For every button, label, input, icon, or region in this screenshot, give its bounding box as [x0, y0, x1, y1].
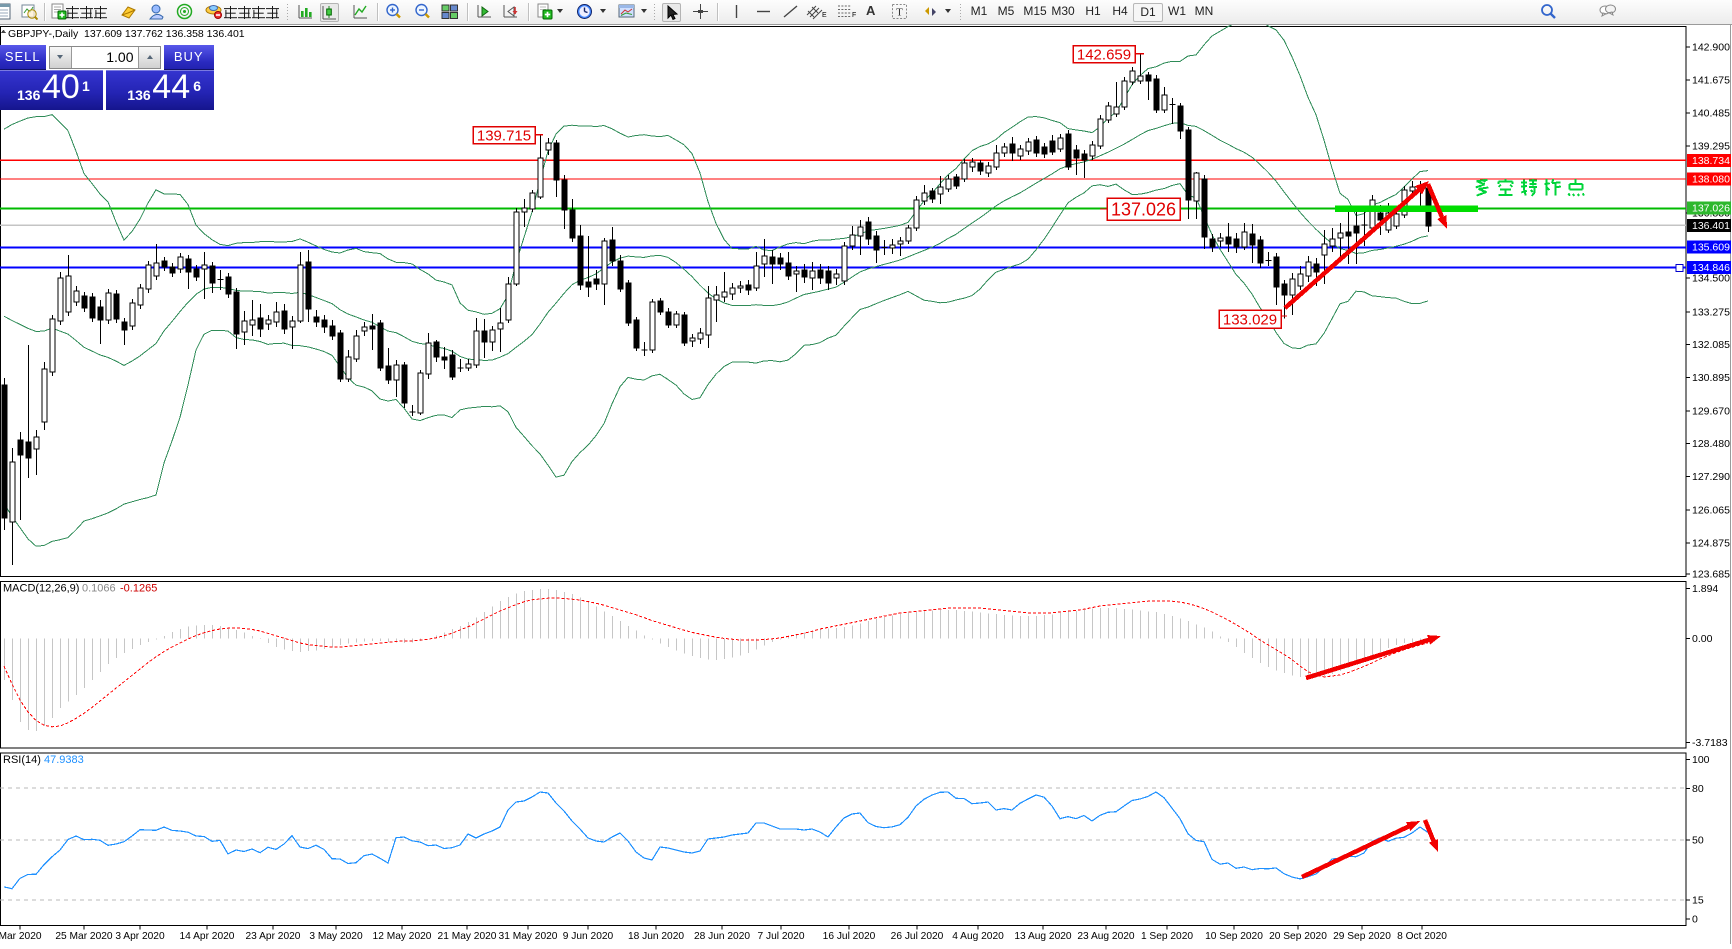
- svg-text:139.295: 139.295: [1692, 141, 1730, 153]
- svg-text:4 Aug 2020: 4 Aug 2020: [952, 931, 1004, 942]
- svg-text:7 Jul 2020: 7 Jul 2020: [757, 931, 804, 942]
- svg-text:133.275: 133.275: [1692, 306, 1730, 318]
- svg-text:16 Jul 2020: 16 Jul 2020: [823, 931, 876, 942]
- svg-text:1.894: 1.894: [1692, 583, 1718, 595]
- svg-text:136.401: 136.401: [1692, 220, 1730, 232]
- svg-text:135.609: 135.609: [1692, 241, 1730, 253]
- svg-text:138.734: 138.734: [1692, 155, 1730, 167]
- svg-text:127.290: 127.290: [1692, 471, 1730, 483]
- svg-text:142.659: 142.659: [1077, 46, 1131, 63]
- svg-text:3 Apr 2020: 3 Apr 2020: [115, 931, 165, 942]
- svg-text:126.065: 126.065: [1692, 505, 1730, 517]
- svg-text:139.715: 139.715: [477, 127, 531, 144]
- svg-text:133.029: 133.029: [1223, 311, 1277, 328]
- svg-text:0.1066: 0.1066: [82, 583, 116, 595]
- svg-text:137.026: 137.026: [1111, 200, 1176, 220]
- svg-text:21 May 2020: 21 May 2020: [438, 931, 497, 942]
- svg-text:MACD(12,26,9): MACD(12,26,9): [3, 583, 79, 595]
- svg-text:31 May 2020: 31 May 2020: [499, 931, 558, 942]
- svg-text:123.685: 123.685: [1692, 569, 1730, 581]
- svg-text:T: T: [896, 7, 903, 19]
- svg-text:132.085: 132.085: [1692, 339, 1730, 351]
- svg-text:25 Mar 2020: 25 Mar 2020: [55, 931, 113, 942]
- svg-text:28 Jun 2020: 28 Jun 2020: [694, 931, 750, 942]
- svg-text:Mar 2020: Mar 2020: [0, 931, 42, 942]
- svg-text:128.480: 128.480: [1692, 438, 1730, 450]
- svg-text:12 May 2020: 12 May 2020: [373, 931, 432, 942]
- svg-text:129.670: 129.670: [1692, 406, 1730, 418]
- svg-text:GBPJPY-,Daily 137.609 137.762: GBPJPY-,Daily 137.609 137.762 136.358 13…: [8, 28, 245, 40]
- svg-text:18 Jun 2020: 18 Jun 2020: [628, 931, 684, 942]
- svg-text:10 Sep 2020: 10 Sep 2020: [1205, 931, 1263, 942]
- svg-text:137.026: 137.026: [1692, 203, 1730, 215]
- svg-text:29 Sep 2020: 29 Sep 2020: [1333, 931, 1391, 942]
- svg-text:20 Sep 2020: 20 Sep 2020: [1269, 931, 1327, 942]
- svg-text:134.846: 134.846: [1692, 262, 1730, 274]
- svg-text:0: 0: [1692, 914, 1698, 926]
- svg-text:-3.7183: -3.7183: [1692, 737, 1728, 749]
- svg-text:23 Apr 2020: 23 Apr 2020: [246, 931, 301, 942]
- svg-text:RSI(14): RSI(14): [3, 754, 41, 766]
- svg-text:47.9383: 47.9383: [44, 754, 84, 766]
- svg-text:142.900: 142.900: [1692, 42, 1730, 54]
- svg-text:8 Oct 2020: 8 Oct 2020: [1397, 931, 1447, 942]
- svg-text:141.675: 141.675: [1692, 75, 1730, 87]
- svg-text:14 Apr 2020: 14 Apr 2020: [180, 931, 235, 942]
- svg-text:23 Aug 2020: 23 Aug 2020: [1077, 931, 1135, 942]
- svg-text:15: 15: [1692, 894, 1704, 906]
- svg-text:124.875: 124.875: [1692, 537, 1730, 549]
- svg-text:-0.1265: -0.1265: [120, 583, 157, 595]
- svg-text:9 Jun 2020: 9 Jun 2020: [563, 931, 614, 942]
- svg-text:134.500: 134.500: [1692, 273, 1730, 285]
- svg-text:130.895: 130.895: [1692, 372, 1730, 384]
- svg-text:50: 50: [1692, 834, 1704, 846]
- svg-text:0.00: 0.00: [1692, 633, 1713, 645]
- svg-text:140.485: 140.485: [1692, 108, 1730, 120]
- svg-text:3 May 2020: 3 May 2020: [309, 931, 363, 942]
- svg-text:13 Aug 2020: 13 Aug 2020: [1014, 931, 1072, 942]
- svg-text:26 Jul 2020: 26 Jul 2020: [891, 931, 944, 942]
- svg-text:1 Sep 2020: 1 Sep 2020: [1141, 931, 1193, 942]
- svg-text:138.080: 138.080: [1692, 174, 1730, 186]
- svg-text:100: 100: [1692, 754, 1710, 766]
- svg-text:80: 80: [1692, 783, 1704, 795]
